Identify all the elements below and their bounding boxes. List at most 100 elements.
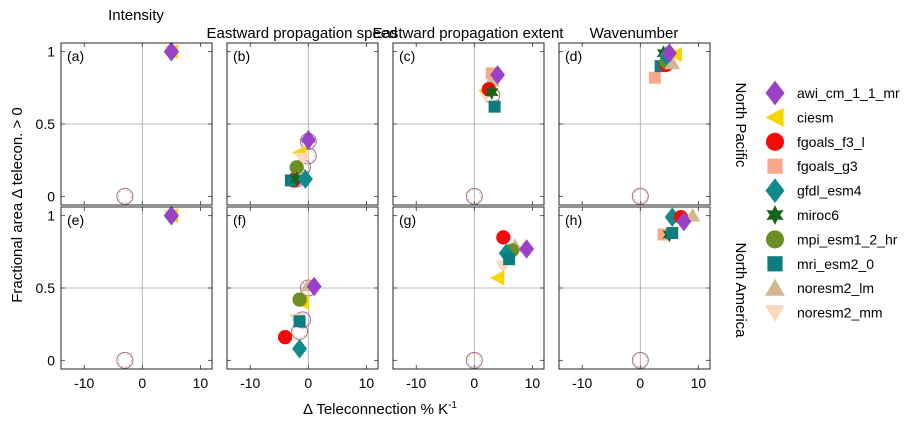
legend-label: mpi_esm1_2_hr xyxy=(797,231,898,247)
panel-label: (c) xyxy=(399,48,415,64)
x-tick-label: 10 xyxy=(525,375,541,391)
hollow-marker xyxy=(465,187,483,205)
legend-item: mpi_esm1_2_hr xyxy=(765,230,898,249)
marker-gfdl_esm4 xyxy=(292,339,308,359)
panel-label: (b) xyxy=(233,48,250,64)
marker-mri_esm2_0 xyxy=(666,227,679,240)
legend-item: awi_cm_1_1_mr xyxy=(765,80,900,106)
legend-item: fgoals_f3_l xyxy=(765,132,865,151)
legend-label: gfdl_esm4 xyxy=(797,183,862,199)
marker-miroc6 xyxy=(484,84,499,101)
panel-label: (h) xyxy=(565,212,582,228)
panel-frame xyxy=(60,42,213,206)
marker-miroc6 xyxy=(289,171,304,187)
row-titles: North Pacific North America xyxy=(732,82,749,338)
panel-label: (g) xyxy=(399,212,416,228)
legend-marker xyxy=(765,305,785,323)
col-title-wavenumber: Wavenumber xyxy=(590,25,679,42)
legend-label: ciesm xyxy=(797,109,834,125)
panel-frame xyxy=(392,42,545,206)
legend-item: ciesm xyxy=(765,107,834,127)
column-titles: Intensity Eastward propagation speed Eas… xyxy=(108,7,678,42)
legend-item: gfdl_esm4 xyxy=(765,178,862,203)
marker-mpi_esm1_2_hr xyxy=(289,160,304,175)
x-tick-label: -10 xyxy=(240,375,260,391)
legend-label: fgoals_f3_l xyxy=(797,134,865,150)
marker-noresm2_lm xyxy=(664,55,681,70)
legend-marker xyxy=(765,80,785,106)
hollow-marker xyxy=(467,353,482,368)
panel-label: (a) xyxy=(67,48,84,64)
panel-frame xyxy=(558,42,711,206)
marker-awi_cm_1_1_mr xyxy=(490,65,506,85)
panel-a: 0 0.5 1 (a) xyxy=(36,41,213,206)
x-axis-label-main: Δ Teleconnection % K xyxy=(303,401,448,418)
x-tick-label: -10 xyxy=(74,375,94,391)
marker-awi_cm_1_1_mr xyxy=(519,239,535,259)
x-tick-label: 10 xyxy=(691,375,707,391)
x-tick-label: 0 xyxy=(636,375,644,391)
panel-grid: 0 0.5 1 (a) (b) (c) (d) -10 0 10 0 0.5 1 (e) -10 0 10 (f)… xyxy=(36,41,711,391)
marker-ciesm xyxy=(490,270,505,286)
panel-g: -10 0 10 (g) xyxy=(392,206,545,391)
panel-d: (d) xyxy=(558,42,711,206)
marker-mpi_esm1_2_hr xyxy=(292,292,307,307)
marker-fgoals_f3_l xyxy=(496,230,511,245)
hollow-marker xyxy=(116,187,134,205)
marker-mri_esm2_0 xyxy=(503,253,516,266)
legend-item: miroc6 xyxy=(766,205,839,225)
y-tick-label: 1 xyxy=(47,44,55,60)
legend-marker xyxy=(765,278,785,296)
marker-fgoals_g3 xyxy=(648,71,661,84)
marker-noresm2_mm xyxy=(294,152,311,167)
marker-awi_cm_1_1_mr xyxy=(163,41,179,62)
hollow-marker xyxy=(117,189,132,204)
x-tick-label: 10 xyxy=(193,375,209,391)
y-tick-label: 0 xyxy=(47,352,55,368)
x-tick-label: -10 xyxy=(406,375,426,391)
legend-marker xyxy=(767,158,783,174)
hollow-marker xyxy=(633,189,648,204)
marker-awi_cm_1_1_mr xyxy=(306,276,322,297)
col-title-speed: Eastward propagation speed xyxy=(207,25,398,42)
legend-marker xyxy=(765,132,785,151)
legend-marker xyxy=(765,107,784,127)
x-tick-label: 0 xyxy=(470,375,478,391)
panel-b: (b) xyxy=(226,42,379,206)
panel-f: -10 0 10 (f) xyxy=(226,206,379,391)
marker-awi_cm_1_1_mr xyxy=(661,43,677,63)
hollow-marker xyxy=(467,189,482,204)
y-tick-label: 0.5 xyxy=(36,116,56,132)
hollow-marker xyxy=(631,351,649,369)
legend-item: noresm2_lm xyxy=(765,278,874,296)
marker-awi_cm_1_1_mr xyxy=(676,211,692,232)
marker-mri_esm2_0 xyxy=(488,100,501,113)
x-axis-label-sup: -1 xyxy=(448,400,457,411)
panel-c: (c) xyxy=(392,42,545,206)
col-title-extent: Eastward propagation extent xyxy=(373,25,565,42)
panel-frame xyxy=(558,206,711,370)
y-tick-label: 0.5 xyxy=(36,280,56,296)
x-axis-label: Δ Teleconnection % K-1 xyxy=(303,400,457,418)
x-tick-label: 0 xyxy=(304,375,312,391)
panel-label: (e) xyxy=(67,212,84,228)
panel-label: (f) xyxy=(233,212,246,228)
panel-frame xyxy=(226,206,379,370)
legend-label: awi_cm_1_1_mr xyxy=(797,85,900,101)
legend-label: miroc6 xyxy=(797,207,839,223)
marker-gfdl_esm4 xyxy=(297,169,313,189)
hollow-marker xyxy=(117,353,132,368)
legend-marker xyxy=(765,178,785,203)
x-tick-label: -10 xyxy=(572,375,592,391)
hollow-marker xyxy=(116,351,134,369)
legend-item: fgoals_g3 xyxy=(767,158,858,174)
y-axis-label: Fractional area Δ telecon. > 0 xyxy=(9,107,26,303)
marker-awi_cm_1_1_mr xyxy=(163,205,179,226)
panel-label: (d) xyxy=(565,48,582,64)
marker-awi_cm_1_1_mr xyxy=(300,130,316,150)
legend-marker xyxy=(765,230,785,249)
x-tick-label: 10 xyxy=(359,375,375,391)
y-tick-label: 1 xyxy=(47,208,55,224)
